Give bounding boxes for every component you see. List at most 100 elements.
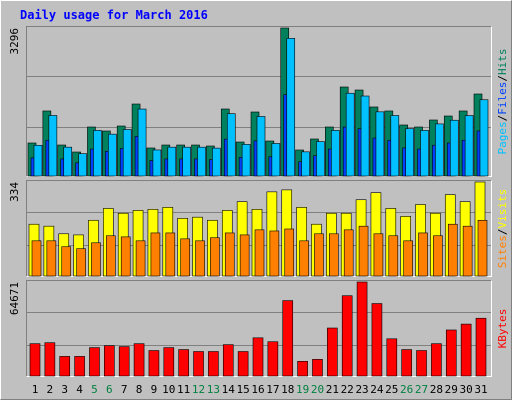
bar [297,361,308,377]
bar [464,115,474,177]
bar [106,235,116,277]
panel-bevel [26,180,492,277]
panel-bevel [26,280,492,377]
panel-bevel [26,26,492,177]
x-tick-label: 28 [430,383,443,396]
bar [237,351,249,377]
bar [388,235,399,277]
bar [447,223,458,277]
bar [165,232,176,277]
bar [122,129,132,177]
bar [89,347,100,377]
bar [224,232,235,277]
bar [239,234,250,277]
bar [29,343,41,377]
bar [431,343,442,377]
bar [104,345,115,377]
x-tick-label: 1 [32,383,39,396]
bar [343,229,354,277]
y-tick-label: 3296 [8,28,21,55]
bar [180,238,190,277]
bar [435,123,444,177]
bar [108,133,117,177]
x-tick-label: 29 [445,383,458,396]
bar [241,144,251,177]
legend-entry: KBytes [496,309,509,349]
x-tick-label: 17 [266,383,279,396]
x-tick-label: 24 [370,383,384,396]
legend: Pages/Files/Hits [496,49,509,155]
bar [226,113,236,177]
panel-bevel [26,180,492,277]
bar [137,108,147,177]
bar [178,349,189,377]
x-tick-label: 5 [91,383,98,396]
bar [63,146,73,177]
x-tick-label: 11 [177,383,190,396]
bar [475,317,487,377]
bar [403,240,413,277]
x-tick-label: 18 [281,383,294,396]
bar [74,356,85,377]
x-tick-label: 19 [296,383,309,396]
legend-entry: Sites [496,235,509,268]
panel-bevel [26,280,492,377]
panel-bevel [26,26,492,177]
bar [118,346,130,377]
bar [59,356,71,377]
bar [78,153,87,177]
bar [197,146,206,177]
x-tick-label: 13 [207,383,220,396]
bar [341,295,353,377]
bar [76,248,86,277]
x-tick-label: 10 [162,383,175,396]
bar [445,329,457,377]
bar [133,343,145,377]
bar [222,344,234,377]
bar [460,323,472,377]
bar [462,225,473,277]
bar [329,233,339,277]
x-tick-label: 27 [415,383,428,396]
bar [210,237,220,277]
bar [375,111,385,177]
bar [418,232,428,277]
bar [282,300,294,377]
bar [405,128,414,177]
bar [331,130,340,177]
bar [33,144,43,177]
x-tick-label: 8 [136,383,143,396]
bar [416,350,427,377]
bar [390,115,400,177]
x-tick-label: 30 [460,383,473,396]
bar [284,228,295,277]
legend-separator: / [496,115,509,122]
bar [327,327,338,377]
bar [256,116,266,177]
x-tick-label: 20 [311,383,324,396]
bar [120,236,131,277]
bar [148,350,160,377]
bar [373,233,384,277]
bar [252,337,264,377]
y-tick-label: 334 [8,182,21,202]
bar [195,240,205,277]
bar [182,146,191,177]
bar [91,242,101,277]
bar [401,349,412,377]
x-tick-label: 15 [237,383,250,396]
x-tick-label: 21 [326,383,339,396]
bar [48,115,58,177]
bar [479,99,489,177]
bar [44,342,56,377]
legend: Sites/Visits [496,189,509,269]
bar [299,240,309,277]
x-tick-label: 3 [61,383,68,396]
bar [360,95,370,177]
bar [212,147,221,177]
bar [345,92,355,177]
bar [316,141,325,177]
x-tick-label: 7 [121,383,128,396]
bar [312,359,323,377]
bar [208,351,219,377]
